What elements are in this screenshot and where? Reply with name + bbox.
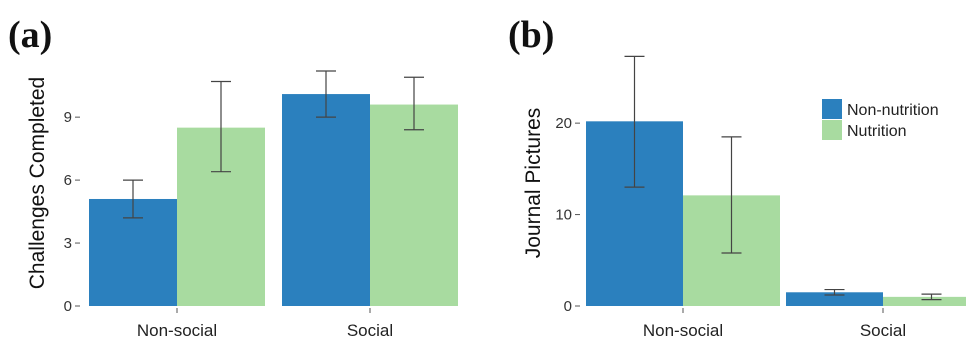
bar-non-nutrition-social bbox=[786, 292, 883, 306]
x-category-label: Non-social bbox=[643, 321, 723, 340]
legend-swatch bbox=[822, 120, 842, 140]
bar-nutrition-social bbox=[370, 104, 458, 307]
legend-entry: Non-nutrition bbox=[847, 102, 939, 119]
y-axis-label: Challenges Completed bbox=[26, 77, 49, 289]
y-tick-label: 0 bbox=[564, 298, 572, 315]
bar-non-nutrition-social bbox=[282, 94, 370, 306]
chart-panel-a: (a) Challenges Completed 0 3 6 9 Non-social Soc… bbox=[8, 14, 458, 340]
panel-label: (b) bbox=[508, 14, 554, 56]
y-tick-label: 0 bbox=[64, 298, 72, 315]
x-category-label: Social bbox=[860, 321, 906, 340]
y-axis-label: Journal Pictures bbox=[522, 108, 545, 259]
y-tick-label: 9 bbox=[64, 109, 72, 126]
legend-swatch bbox=[822, 99, 842, 119]
bar-nutrition-social bbox=[883, 296, 966, 306]
chart-panel-b: (b) Journal Pictures 0 10 20 Non-social Social bbox=[508, 14, 966, 340]
x-category-label: Social bbox=[347, 321, 393, 340]
y-tick-label: 6 bbox=[64, 172, 72, 189]
legend-entry: Nutrition bbox=[847, 123, 907, 140]
x-category-label: Non-social bbox=[137, 321, 217, 340]
panel-label: (a) bbox=[8, 14, 52, 56]
y-tick-label: 3 bbox=[64, 235, 72, 252]
y-tick-label: 20 bbox=[555, 115, 572, 132]
y-tick-label: 10 bbox=[555, 207, 572, 224]
legend: Non-nutrition Nutrition bbox=[822, 99, 939, 140]
